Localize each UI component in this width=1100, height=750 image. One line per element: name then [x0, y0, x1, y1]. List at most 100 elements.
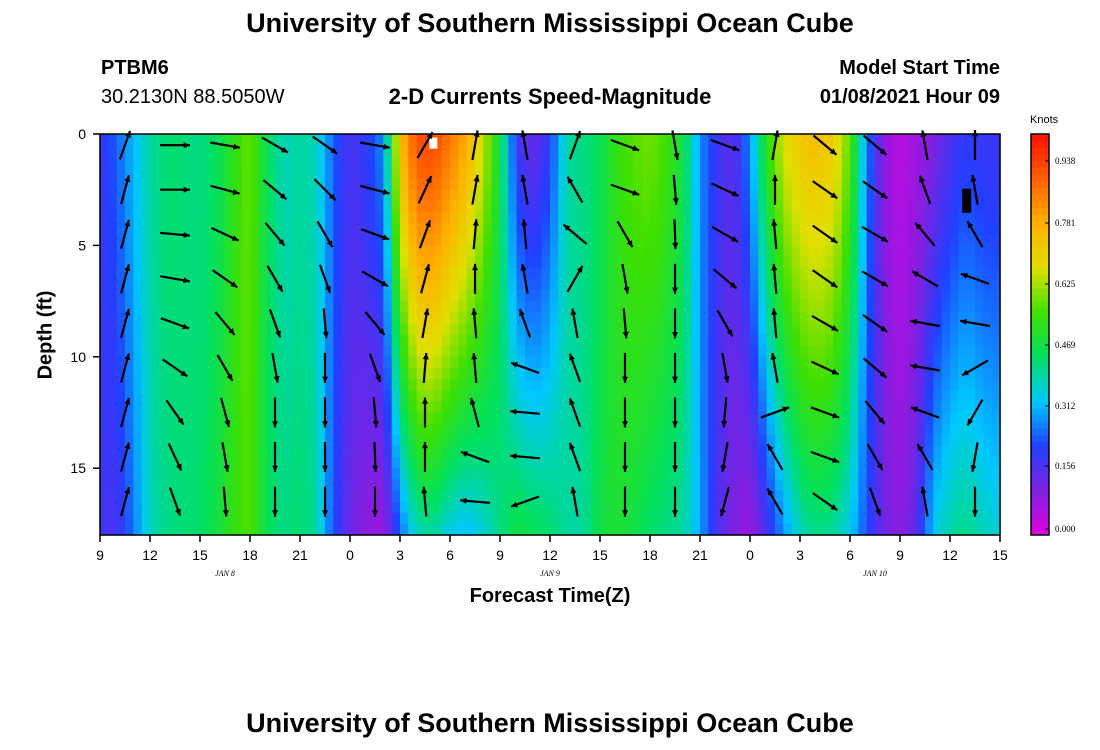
heatmap-cell — [183, 334, 193, 347]
heatmap-cell — [733, 289, 743, 302]
heatmap-cell — [966, 156, 976, 169]
heatmap-cell — [416, 434, 426, 447]
heatmap-cell — [216, 301, 226, 313]
heatmap-cell — [566, 379, 576, 391]
heatmap-cell — [700, 167, 709, 180]
heatmap-cell — [400, 501, 409, 514]
heatmap-cell — [258, 278, 268, 291]
heatmap-cell — [958, 323, 968, 336]
vector-arrowhead — [771, 263, 778, 271]
heatmap-cell — [825, 256, 834, 269]
heatmap-cell — [316, 479, 326, 492]
heatmap-cell — [650, 457, 659, 469]
heatmap-cell — [575, 200, 584, 213]
heatmap-cell — [875, 334, 884, 347]
heatmap-cell — [358, 412, 368, 425]
heatmap-cell — [450, 323, 459, 336]
heatmap-cell — [300, 256, 309, 269]
heatmap-cell — [883, 245, 893, 258]
heatmap-cell — [883, 345, 893, 358]
vector-arrowhead — [967, 221, 974, 229]
heatmap-cell — [308, 145, 318, 157]
heatmap-cell — [575, 234, 584, 246]
heatmap-cell — [783, 178, 793, 191]
heatmap-cell — [475, 267, 484, 280]
heatmap-cell — [833, 278, 843, 291]
heatmap-cell — [491, 256, 501, 269]
heatmap-cell — [983, 468, 993, 480]
heatmap-cell — [166, 490, 176, 503]
heatmap-cell — [391, 211, 401, 224]
heatmap-cell — [616, 490, 626, 503]
heatmap-cell — [591, 312, 601, 324]
heatmap-cell — [675, 234, 684, 246]
heatmap-cell — [191, 379, 201, 391]
heatmap-cell — [733, 390, 743, 402]
heatmap-cell — [325, 256, 334, 269]
heatmap-cell — [975, 334, 984, 347]
heatmap-cell — [741, 356, 751, 369]
heatmap-cell — [383, 234, 393, 246]
heatmap-cell — [116, 512, 126, 525]
heatmap-cell — [400, 412, 409, 425]
heatmap-cell — [283, 434, 293, 447]
heatmap-cell — [833, 223, 843, 235]
heatmap-cell — [550, 256, 559, 269]
heatmap-cell — [275, 178, 284, 191]
heatmap-cell — [808, 390, 818, 402]
heatmap-cell — [125, 245, 134, 258]
heatmap-cell — [300, 134, 309, 146]
heatmap-cell — [733, 501, 743, 514]
heatmap-cell — [150, 390, 159, 402]
vector-arrowhead — [422, 397, 428, 404]
heatmap-cell — [483, 523, 493, 536]
heatmap-cell — [375, 423, 384, 436]
heatmap-cell — [125, 457, 134, 469]
heatmap-cell — [216, 523, 226, 536]
heatmap-cell — [933, 501, 943, 514]
heatmap-cell — [616, 501, 626, 514]
vector-arrowhead — [510, 362, 518, 368]
heatmap-cell — [258, 134, 268, 146]
heatmap-cell — [275, 379, 284, 391]
heatmap-cell — [833, 301, 843, 313]
heatmap-cell — [416, 412, 426, 425]
heatmap-cell — [216, 145, 226, 157]
heatmap-cell — [791, 200, 801, 213]
heatmap-cell — [183, 401, 193, 414]
heatmap-cell — [541, 256, 551, 269]
heatmap-cell — [225, 501, 234, 514]
heatmap-cell — [316, 423, 326, 436]
heatmap-cell — [900, 412, 909, 425]
heatmap-cell — [483, 390, 493, 402]
heatmap-cell — [300, 412, 309, 425]
heatmap-cell — [766, 423, 776, 436]
heatmap-cell — [891, 367, 901, 380]
heatmap-cell — [850, 512, 859, 525]
heatmap-cell — [625, 523, 634, 536]
heatmap-cell — [816, 390, 826, 402]
heatmap-cell — [166, 178, 176, 191]
heatmap-cell — [925, 323, 934, 336]
heatmap-cell — [483, 334, 493, 347]
heatmap-cell — [725, 457, 734, 469]
heatmap-cell — [616, 256, 626, 269]
heatmap-cell — [266, 323, 276, 336]
heatmap-cell — [200, 434, 209, 447]
heatmap-cell — [825, 134, 834, 146]
heatmap-cell — [600, 345, 609, 358]
heatmap-cell — [441, 334, 451, 347]
heatmap-cell — [691, 367, 701, 380]
heatmap-cell — [883, 523, 893, 536]
heatmap-cell — [783, 245, 793, 258]
heatmap-cell — [766, 501, 776, 514]
heatmap-cell — [800, 189, 809, 202]
heatmap-cell — [291, 189, 301, 202]
heatmap-cell — [875, 145, 884, 157]
heatmap-cell — [691, 245, 701, 258]
heatmap-cell — [200, 401, 209, 414]
heatmap-cell — [125, 145, 134, 157]
heatmap-cell — [433, 457, 443, 469]
x-tick-label: 12 — [942, 547, 958, 563]
heatmap-cell — [258, 445, 268, 458]
